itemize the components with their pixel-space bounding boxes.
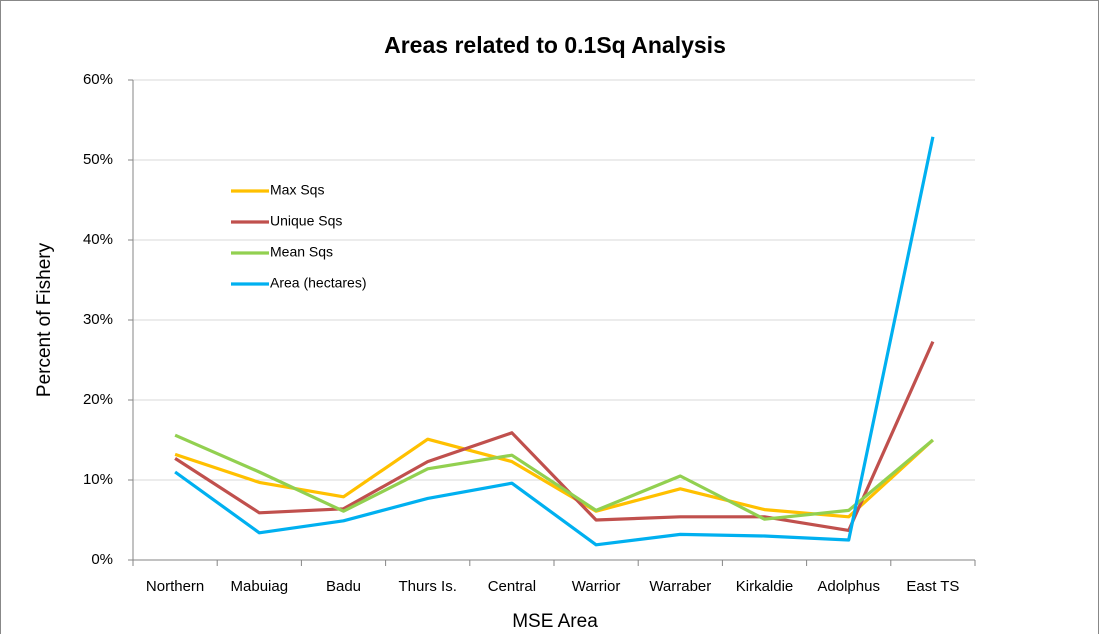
x-axis-title: MSE Area [512, 611, 598, 632]
x-tick-label: Mabuiag [231, 578, 289, 595]
series-line [174, 340, 935, 533]
x-tick-label: Northern [146, 578, 204, 595]
legend-label: Area (hectares) [270, 275, 366, 291]
x-tick-label: East TS [906, 578, 959, 595]
series-line [174, 433, 934, 521]
x-tick-label: Adolphus [817, 578, 880, 595]
x-tick-label: Thurs Is. [399, 578, 457, 595]
y-tick-label: 30% [83, 311, 113, 328]
x-tick-label: Kirkaldie [736, 578, 794, 595]
x-tick-label: Warraber [649, 578, 711, 595]
y-tick-label: 20% [83, 391, 113, 408]
y-tick-label: 40% [83, 231, 113, 248]
x-tick-label: Central [488, 578, 536, 595]
y-tick-label: 10% [83, 471, 113, 488]
series-line [174, 136, 935, 547]
x-tick-label: Warrior [572, 578, 621, 595]
y-tick-label: 50% [83, 151, 113, 168]
y-tick-label: 60% [83, 71, 113, 88]
chart-title: Areas related to 0.1Sq Analysis [384, 32, 726, 58]
legend-label: Unique Sqs [270, 213, 342, 229]
x-tick-label: Badu [326, 578, 361, 595]
y-axis-title: Percent of Fishery [34, 242, 55, 397]
y-tick-label: 0% [91, 551, 113, 568]
legend-label: Max Sqs [270, 182, 324, 198]
legend-label: Mean Sqs [270, 244, 333, 260]
